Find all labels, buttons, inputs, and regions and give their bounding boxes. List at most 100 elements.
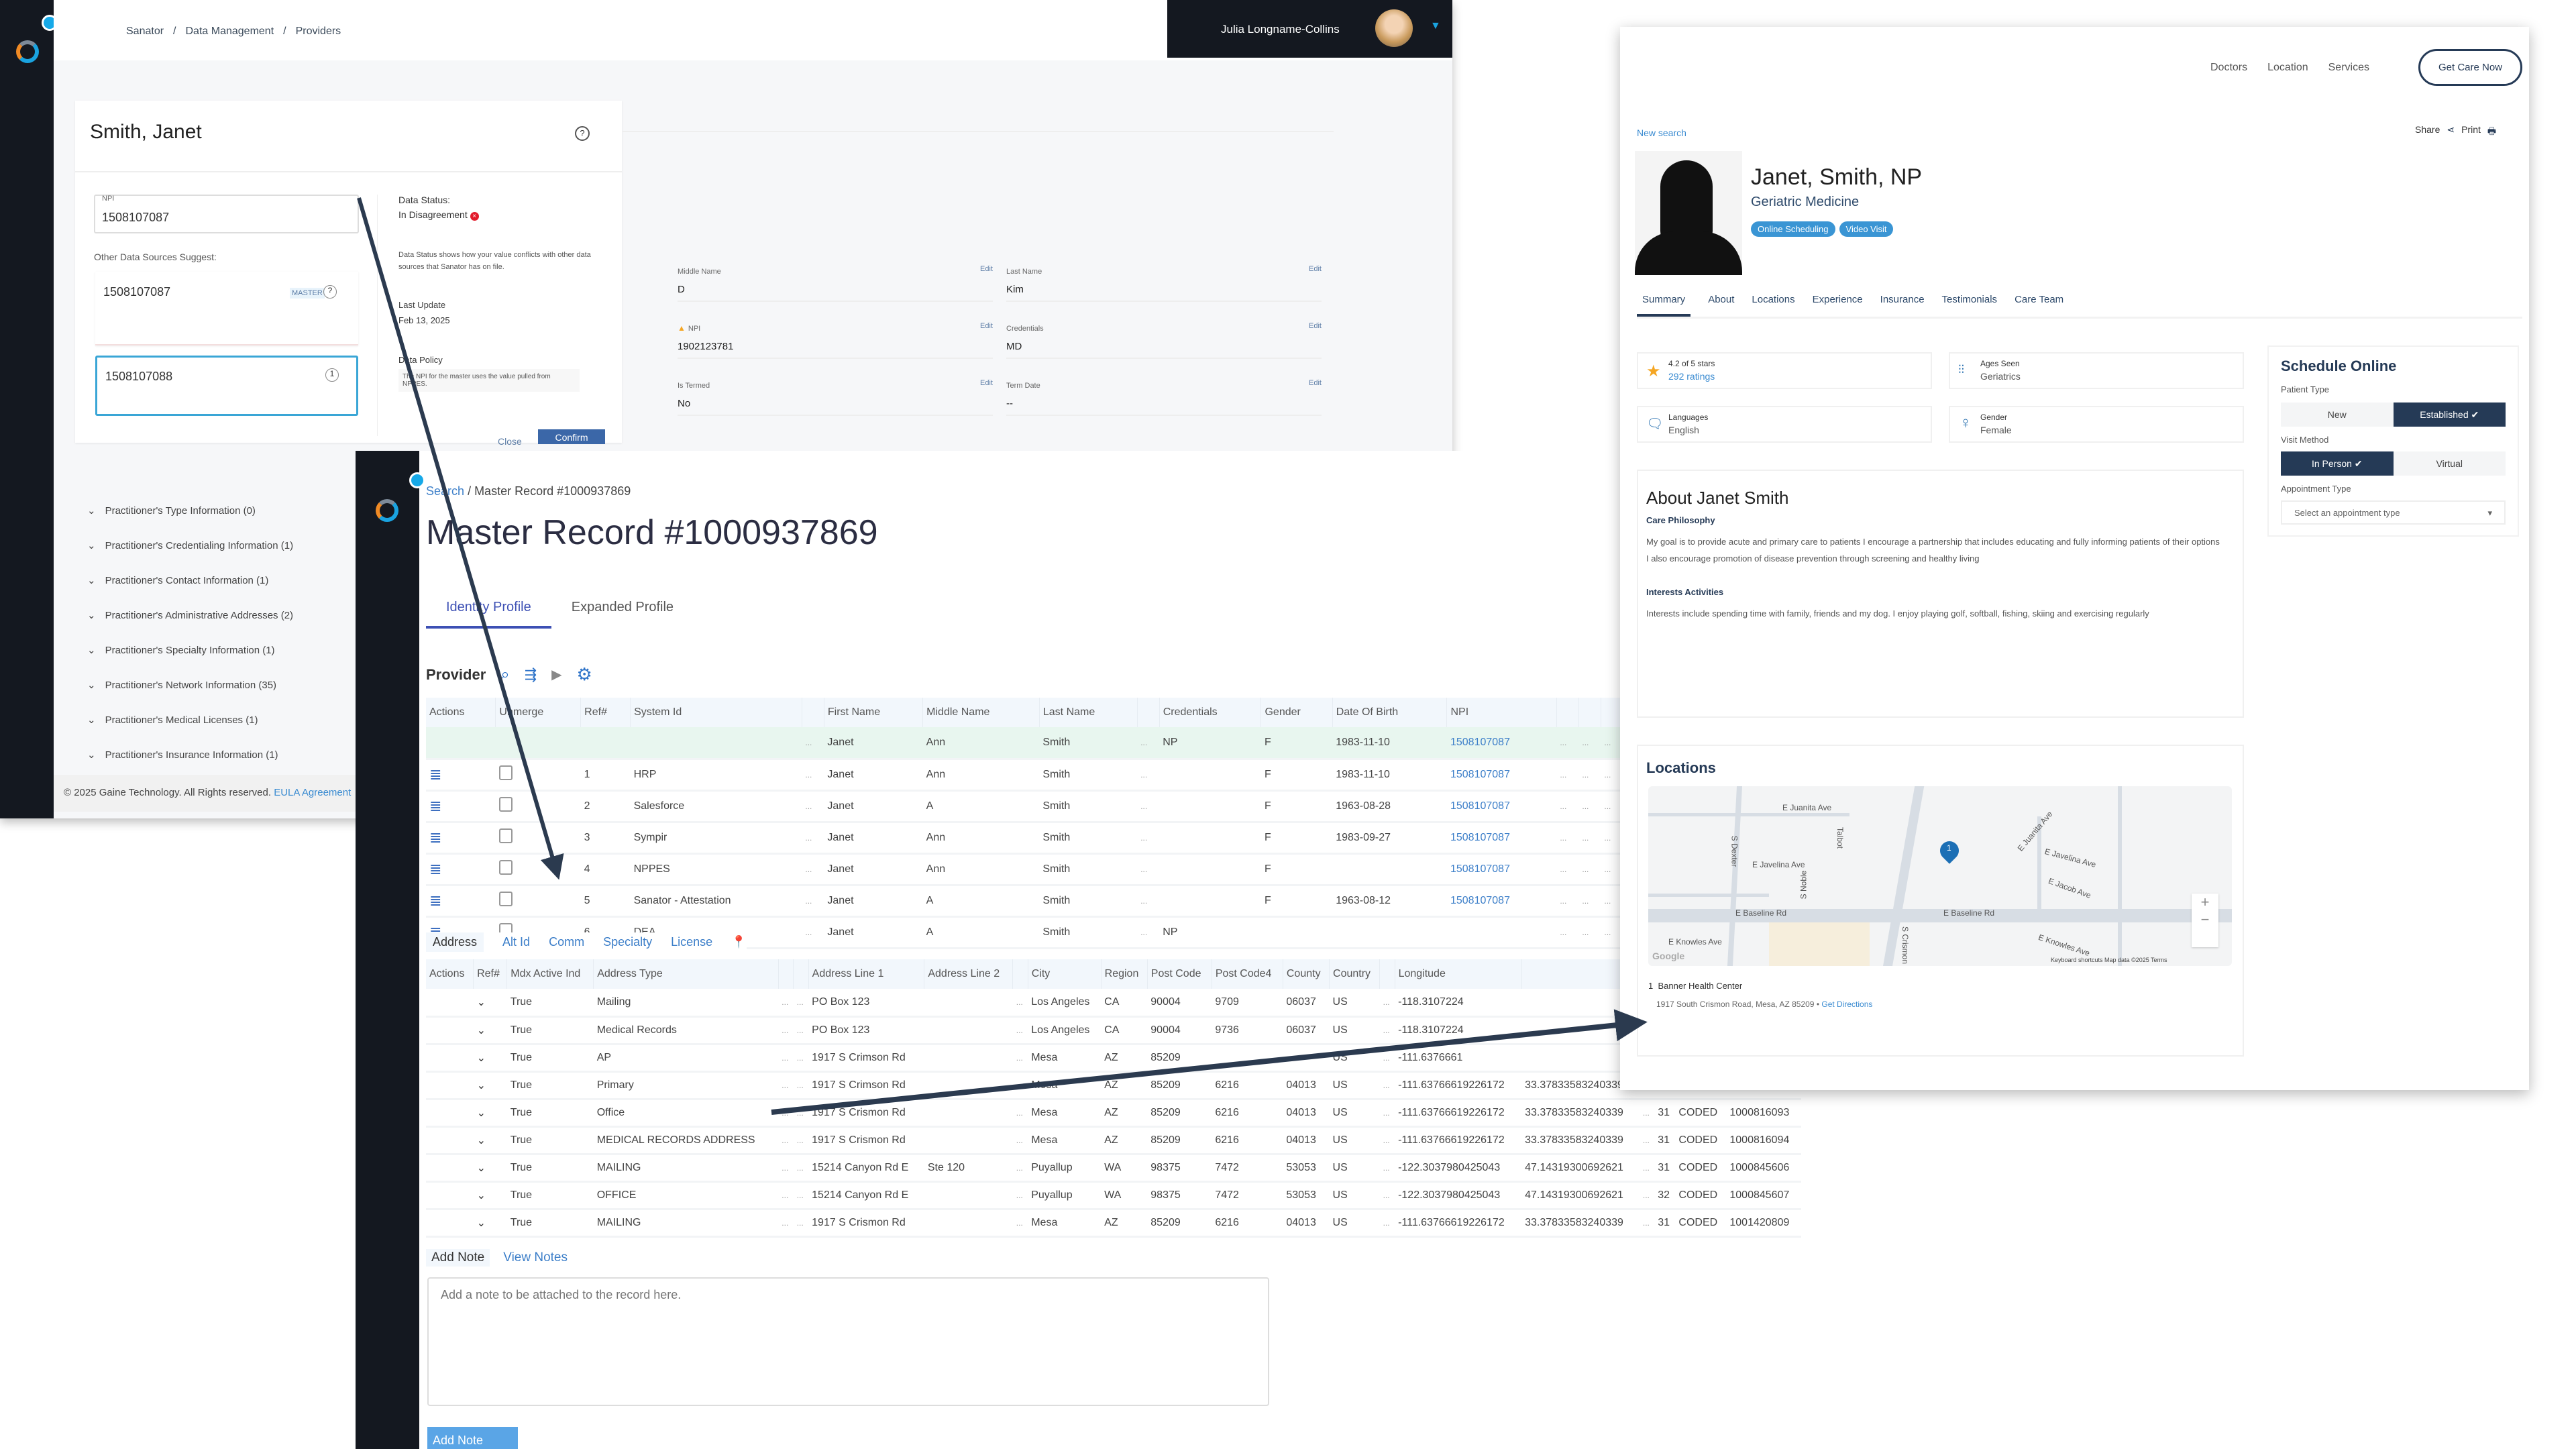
edit-button[interactable]: Edit (1309, 265, 1322, 273)
column-header[interactable]: Middle Name (922, 698, 1040, 727)
column-header[interactable] (1137, 698, 1160, 727)
help-icon[interactable]: ? (575, 126, 590, 141)
accordion-item[interactable]: ⌄ Practitioner's Network Information (35) (87, 667, 423, 702)
nav-doctors[interactable]: Doctors (2210, 62, 2248, 73)
column-header[interactable] (793, 959, 809, 989)
column-header[interactable]: Gender (1260, 698, 1333, 727)
gear-icon[interactable]: ⚙ (576, 664, 592, 684)
tab-identity-profile[interactable]: Identity Profile (426, 600, 551, 629)
new-search-link[interactable]: New search (1637, 127, 1686, 138)
table-row[interactable]: ⌄ True Office...... 1917 S Crismon Rd... Mes… (426, 1099, 1801, 1128)
expand-row-icon[interactable]: ⌄ (476, 1189, 486, 1201)
column-header[interactable]: Longitude (1395, 959, 1522, 989)
nav-location[interactable]: Location (2267, 62, 2308, 73)
play-icon[interactable]: ▶ (551, 667, 562, 682)
column-header[interactable]: County (1283, 959, 1330, 989)
breadcrumb-sanator[interactable]: Sanator (126, 25, 164, 37)
column-header[interactable] (778, 959, 794, 989)
map-pin-icon[interactable]: 📍 (731, 935, 747, 949)
column-header[interactable] (1556, 698, 1579, 727)
unmerge-checkbox[interactable] (498, 797, 513, 812)
suggestion-selected[interactable]: 1508107088 1 (95, 356, 358, 416)
tab-locations[interactable]: Locations (1752, 294, 1795, 305)
map[interactable]: E Juanita Ave E Javelina Ave E Baseline … (1648, 786, 2232, 966)
visit-virtual-option[interactable]: Virtual (2393, 451, 2506, 476)
column-header[interactable]: Post Code (1147, 959, 1212, 989)
column-header[interactable]: City (1028, 959, 1102, 989)
npi-field[interactable]: NPI 1508107087 (94, 195, 359, 233)
column-header[interactable]: System Id (630, 698, 802, 727)
print-button[interactable]: Print (2461, 124, 2481, 135)
patient-established-option[interactable]: Established ✔ (2393, 402, 2506, 427)
close-button[interactable]: Close (498, 436, 522, 447)
column-header[interactable]: Address Type (593, 959, 779, 989)
accordion-item[interactable]: ⌄ Practitioner's Insurance Information (1… (87, 737, 423, 772)
tab-add-note[interactable]: Add Note (426, 1249, 490, 1267)
zoom-in-icon[interactable]: + (2200, 894, 2210, 910)
column-header[interactable] (1521, 959, 1640, 989)
column-header[interactable]: Address Line 2 (924, 959, 1014, 989)
unmerge-checkbox[interactable] (498, 860, 513, 875)
avatar[interactable] (1375, 9, 1413, 47)
expand-row-icon[interactable]: ⌄ (476, 1107, 486, 1119)
breadcrumb-data-management[interactable]: Data Management (185, 25, 274, 37)
appointment-type-select[interactable]: Select an appointment type ▾ (2281, 500, 2506, 525)
tab-summary[interactable]: Summary (1637, 294, 1691, 317)
ratings-link[interactable]: 292 ratings (1668, 371, 1715, 382)
share-icon[interactable]: ⋖ (2447, 124, 2455, 135)
column-header[interactable]: Ref# (580, 698, 631, 727)
table-row[interactable]: ⌄ True MEDICAL RECORDS ADDRESS...... 1917 S… (426, 1126, 1801, 1155)
column-header[interactable]: Address Line 1 (808, 959, 925, 989)
column-header[interactable]: First Name (824, 698, 924, 727)
tab-testimonials[interactable]: Testimonials (1941, 294, 1998, 305)
tab-license[interactable]: License (671, 935, 713, 949)
search-record-icon[interactable]: ⌕ (500, 665, 510, 684)
merge-icon[interactable]: ⇶ (524, 665, 537, 683)
expand-row-icon[interactable]: ⌄ (476, 1052, 486, 1064)
edit-button[interactable]: Edit (1309, 322, 1322, 330)
expand-row-icon[interactable]: ⌄ (476, 1134, 486, 1146)
column-header[interactable] (1578, 698, 1601, 727)
get-directions-link[interactable]: Get Directions (1821, 1000, 1873, 1009)
tab-experience[interactable]: Experience (1812, 294, 1863, 305)
eula-link[interactable]: EULA Agreement (274, 787, 352, 798)
expand-row-icon[interactable]: ⌄ (476, 1024, 486, 1036)
column-header[interactable]: Mdx Active Ind (506, 959, 594, 989)
tab-view-notes[interactable]: View Notes (503, 1250, 568, 1265)
column-header[interactable]: Last Name (1039, 698, 1138, 727)
column-header[interactable] (1012, 959, 1028, 989)
note-textarea[interactable] (427, 1277, 1269, 1406)
expand-row-icon[interactable]: ⌄ (476, 1079, 486, 1091)
visit-in-person-option[interactable]: In Person ✔ (2281, 451, 2394, 476)
help-icon[interactable]: ? (323, 285, 337, 299)
expand-sidebar-icon[interactable] (409, 472, 425, 488)
column-header[interactable]: Country (1329, 959, 1381, 989)
unmerge-checkbox[interactable] (498, 892, 513, 906)
table-row[interactable]: ⌄ True OFFICE...... 15214 Canyon Rd E... Puy… (426, 1181, 1801, 1210)
chevron-down-icon[interactable]: ▼ (1430, 20, 1441, 32)
column-header[interactable] (1379, 959, 1395, 989)
row-menu-icon[interactable]: ≣ (429, 828, 442, 846)
edit-button[interactable]: Edit (1309, 379, 1322, 387)
column-header[interactable]: NPI (1446, 698, 1557, 727)
expand-row-icon[interactable]: ⌄ (476, 1162, 486, 1174)
map-attribution[interactable]: Keyboard shortcuts Map data ©2025 Terms (2051, 957, 2167, 963)
tab-comm[interactable]: Comm (549, 935, 585, 949)
row-menu-icon[interactable]: ≣ (429, 860, 442, 877)
column-header[interactable]: Ref# (473, 959, 508, 989)
edit-button[interactable]: Edit (980, 265, 993, 273)
expand-row-icon[interactable]: ⌄ (476, 1217, 486, 1229)
row-menu-icon[interactable]: ≣ (429, 892, 442, 909)
row-menu-icon[interactable]: ≣ (429, 765, 442, 783)
confirm-button[interactable]: Confirm (538, 429, 605, 444)
column-header[interactable]: Date Of Birth (1332, 698, 1448, 727)
table-row[interactable]: ≣ 1 HRP... Janet Ann Smith... F 1983-11-10 15081… (426, 759, 1623, 792)
edit-button[interactable]: Edit (980, 379, 993, 387)
tab-address[interactable]: Address (426, 932, 484, 952)
tab-alt-id[interactable]: Alt Id (502, 935, 531, 949)
table-row[interactable]: ≣ 2 Salesforce... Janet A Smith... F 1963-08-28… (426, 790, 1623, 823)
column-header[interactable]: Actions (426, 959, 474, 989)
column-header[interactable]: Actions (426, 698, 496, 727)
tab-insurance[interactable]: Insurance (1880, 294, 1925, 305)
